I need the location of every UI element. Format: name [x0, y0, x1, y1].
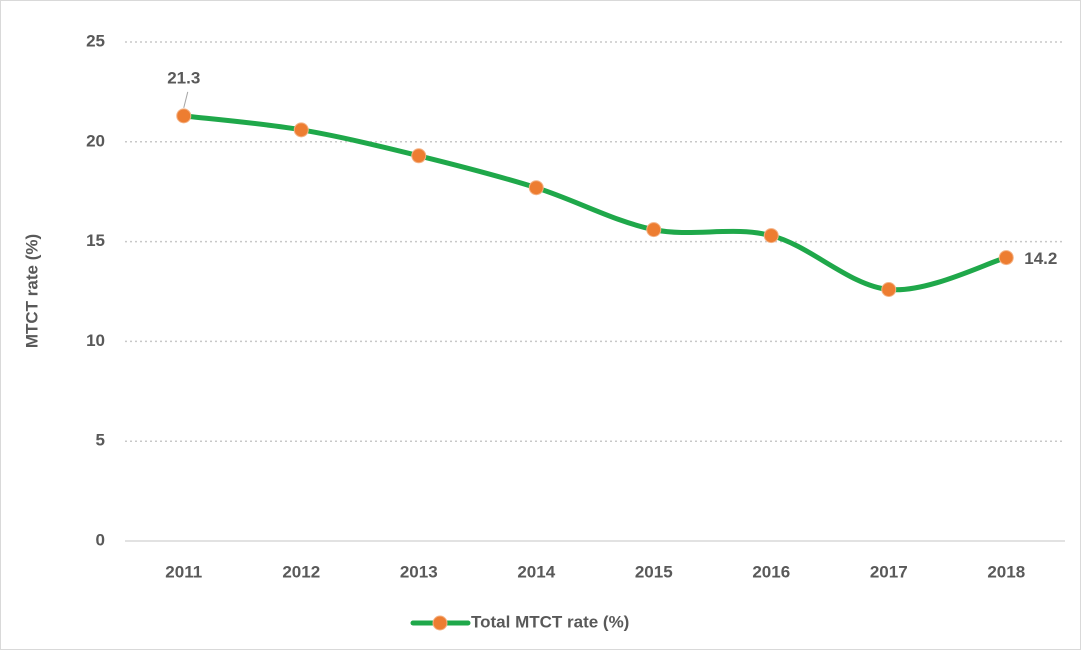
- x-tick-label: 2014: [517, 562, 555, 581]
- y-tick-label: 0: [96, 530, 105, 549]
- marker: [763, 228, 779, 244]
- x-tick-label: 2016: [752, 562, 790, 581]
- y-tick-label: 15: [86, 231, 105, 250]
- marker: [411, 148, 427, 164]
- x-tick-label: 2012: [282, 562, 320, 581]
- marker: [293, 122, 309, 138]
- legend-marker: [432, 615, 448, 631]
- x-tick-label: 2017: [870, 562, 908, 581]
- line: [181, 113, 1009, 293]
- y-tick-label: 25: [86, 31, 105, 50]
- marker: [998, 250, 1014, 266]
- x-tick-label: 2015: [635, 562, 673, 581]
- x-tick-label: 2013: [400, 562, 438, 581]
- y-tick-label: 20: [86, 131, 105, 150]
- marker: [881, 282, 897, 298]
- data-label: 21.3: [167, 68, 200, 87]
- y-tick-label: 10: [86, 331, 105, 350]
- data-label: 14.2: [1024, 249, 1057, 268]
- legend-label: Total MTCT rate (%): [471, 612, 629, 631]
- marker: [646, 222, 662, 238]
- x-tick-label: 2018: [987, 562, 1025, 581]
- marker: [528, 180, 544, 196]
- marker: [176, 108, 192, 124]
- y-axis-title: MTCT rate (%): [22, 234, 41, 348]
- leader-line: [183, 91, 189, 108]
- x-tick-label: 2011: [165, 562, 202, 581]
- y-tick-label: 5: [96, 431, 105, 450]
